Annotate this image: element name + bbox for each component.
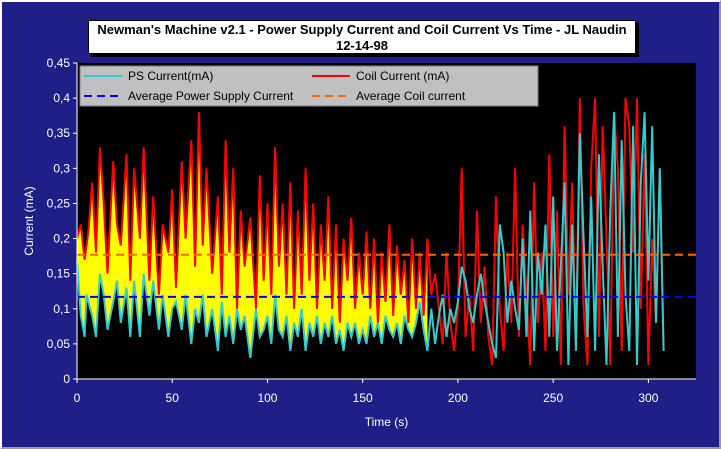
chart-title: Newman's Machine v2.1 - Power Supply Cur… — [97, 22, 627, 37]
x-tick-label: 50 — [166, 391, 180, 405]
y-tick-label: 0,45 — [47, 56, 71, 70]
x-tick-label: 150 — [353, 391, 373, 405]
legend-box — [79, 65, 539, 107]
legend-item-average-ps-label: Average Power Supply Current — [128, 89, 294, 103]
axes: 0 0,05 0,1 0,15 0,2 0,25 0,3 0,35 0,4 0,45 0 50 100 1… — [47, 56, 696, 405]
y-tick-label: 0,4 — [53, 91, 70, 105]
y-tick-label: 0,15 — [47, 267, 71, 281]
y-tick-label: 0,2 — [53, 232, 70, 246]
fill-area-layer — [77, 112, 428, 358]
y-tick-label: 0 — [63, 372, 70, 386]
x-tick-label: 0 — [74, 391, 81, 405]
y-tick-label: 0,3 — [53, 161, 70, 175]
y-tick-label: 0,25 — [47, 196, 71, 210]
y-tick-label: 0,05 — [47, 337, 71, 351]
chart-title-box: Newman's Machine v2.1 - Power Supply Cur… — [88, 20, 636, 54]
legend-item-average-coil-label: Average Coil current — [356, 89, 466, 103]
fill-area — [77, 112, 428, 358]
y-tick-label: 0,35 — [47, 126, 71, 140]
x-tick-label: 250 — [543, 391, 563, 405]
x-tick-label: 300 — [638, 391, 658, 405]
x-axis-label: Time (s) — [365, 415, 409, 429]
series-line-ps-current — [76, 112, 665, 366]
legend: PS Current(mA) Coil Current (mA) Average P… — [79, 65, 539, 107]
series-layer — [76, 97, 665, 366]
x-tick-label: 100 — [257, 391, 277, 405]
y-tick-label: 0,1 — [53, 302, 70, 316]
legend-item-ps-current-label: PS Current(mA) — [128, 69, 213, 83]
chart-subtitle: 12-14-98 — [335, 38, 389, 53]
y-axis-label: Current (mA) — [22, 186, 36, 255]
series-line-coil-current — [76, 97, 665, 366]
x-tick-label: 200 — [448, 391, 468, 405]
legend-item-coil-current-label: Coil Current (mA) — [356, 69, 449, 83]
